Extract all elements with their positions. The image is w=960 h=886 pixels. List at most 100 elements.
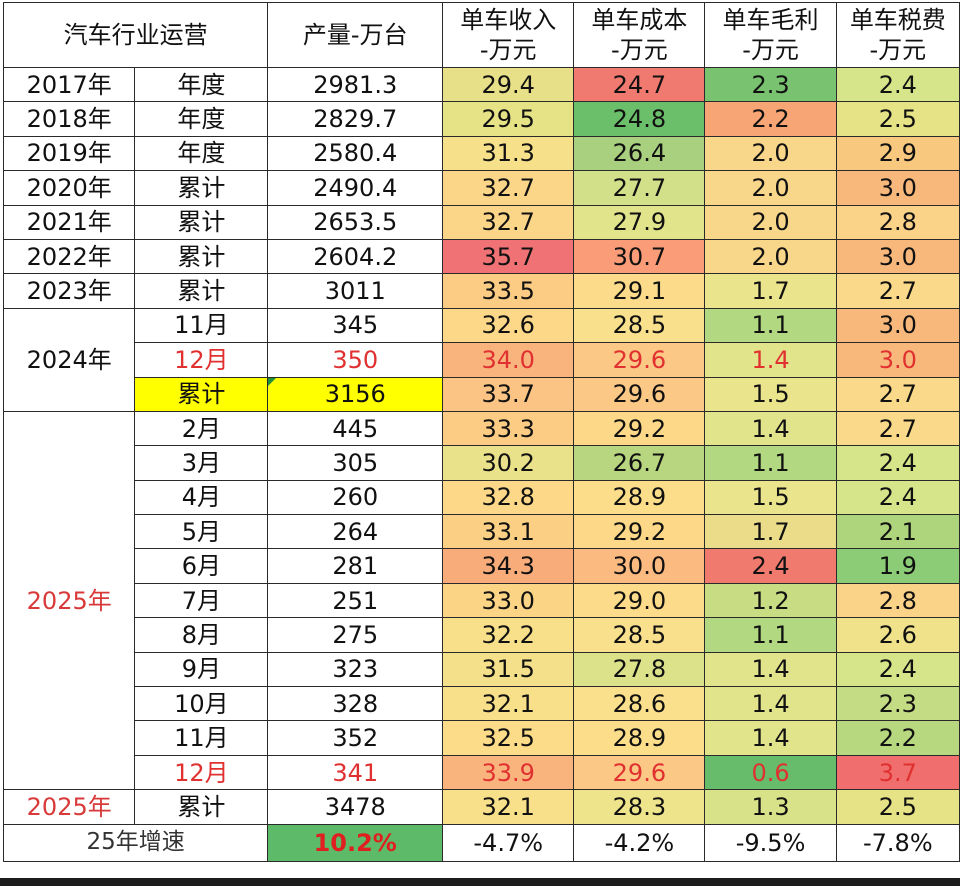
margin-cell: 2.0: [704, 170, 837, 206]
table-row: 累计 3156 33.7 29.6 1.5 2.7: [4, 376, 960, 412]
period-cell: 6月: [134, 548, 269, 584]
production-cell: 350: [267, 342, 444, 378]
period-cell: 累计: [134, 376, 269, 412]
margin-cell: 2.0: [704, 204, 837, 240]
period-cell: 累计: [134, 204, 269, 240]
growth-rev-cell: -4.7%: [442, 823, 575, 862]
margin-cell: 1.5: [704, 376, 837, 412]
table-row: 2018年 年度 2829.7 29.5 24.8 2.2 2.5: [2, 101, 960, 137]
table-row: 2024年 11月 345 32.6 28.5 1.1 3.0: [2, 307, 960, 412]
period-cell: 7月: [134, 582, 269, 619]
tax-cell: 2.5: [835, 101, 960, 137]
period-cell: 12月: [134, 342, 269, 378]
period-cell: 年度: [134, 66, 269, 103]
revenue-cell: 34.0: [442, 342, 575, 378]
period-cell: 11月: [134, 720, 269, 756]
production-cell: 2829.7: [267, 101, 444, 137]
revenue-cell: 30.2: [442, 445, 575, 481]
tax-cell: 2.8: [835, 204, 960, 240]
cost-cell: 29.1: [573, 273, 706, 309]
margin-cell: 1.3: [704, 789, 837, 825]
revenue-cell: 31.3: [442, 135, 575, 172]
margin-cell: 2.0: [704, 135, 837, 172]
revenue-cell: 32.8: [442, 479, 575, 516]
margin-cell: 2.4: [704, 548, 837, 584]
production-cell: 2653.5: [267, 204, 444, 240]
margin-cell: 2.0: [704, 238, 837, 275]
table-row: 2023年 累计 3011 33.5 29.1 1.7 2.7: [2, 273, 960, 309]
table-row: 3月 305 30.2 26.7 1.1 2.4: [4, 445, 960, 481]
year-cell: 2021年: [2, 204, 136, 240]
margin-cell: 1.5: [704, 479, 837, 516]
production-cell: 3011: [267, 273, 444, 309]
table-row: 2020年 累计 2490.4 32.7 27.7 2.0 3.0: [2, 170, 960, 206]
production-cell: 345: [267, 307, 444, 344]
tax-cell: 2.4: [835, 479, 960, 516]
revenue-cell: 33.0: [442, 582, 575, 619]
revenue-cell: 33.9: [442, 754, 575, 791]
revenue-cell: 33.3: [442, 410, 575, 447]
year-cell: 2023年: [2, 273, 136, 309]
revenue-cell: 32.2: [442, 617, 575, 653]
year-cell: 2020年: [2, 170, 136, 206]
production-cell: 2981.3: [267, 66, 444, 103]
revenue-cell: 34.3: [442, 548, 575, 584]
tax-cell: 2.7: [835, 376, 960, 412]
revenue-cell: 33.5: [442, 273, 575, 309]
cost-cell: 26.4: [573, 135, 706, 172]
production-cell: 352: [267, 720, 444, 756]
margin-cell: 1.4: [704, 342, 837, 378]
period-cell: 8月: [134, 617, 269, 653]
tax-cell: 2.7: [835, 410, 960, 447]
header-cost: 单车成本 -万元: [573, 2, 706, 68]
growth-tax-cell: -7.8%: [835, 823, 960, 862]
tax-cell: 1.9: [835, 548, 960, 584]
margin-cell: 1.1: [704, 617, 837, 653]
tax-cell: 2.4: [835, 445, 960, 481]
table-row: 2021年 累计 2653.5 32.7 27.9 2.0 2.8: [2, 204, 960, 240]
margin-cell: 1.4: [704, 686, 837, 722]
table-row: 11月 352 32.5 28.9 1.4 2.2: [4, 720, 960, 756]
margin-cell: 1.1: [704, 307, 837, 344]
revenue-cell: 31.5: [442, 651, 575, 688]
revenue-cell: 33.7: [442, 376, 575, 412]
tax-cell: 2.8: [835, 582, 960, 619]
production-cell: 3156: [267, 376, 444, 412]
margin-cell: 0.6: [704, 754, 837, 791]
cost-cell: 27.7: [573, 170, 706, 206]
table-row: 2019年 年度 2580.4 31.3 26.4 2.0 2.9: [2, 135, 960, 172]
year-cell: 2017年: [2, 66, 136, 103]
margin-cell: 1.7: [704, 273, 837, 309]
year-cell: 2018年: [2, 101, 136, 137]
cost-cell: 26.7: [573, 445, 706, 481]
production-cell: 328: [267, 686, 444, 722]
cost-cell: 29.6: [573, 376, 706, 412]
cost-cell: 28.3: [573, 789, 706, 825]
header-tax: 单车税费 -万元: [835, 2, 960, 68]
cost-cell: 29.2: [573, 514, 706, 550]
production-cell: 2490.4: [267, 170, 444, 206]
revenue-cell: 32.1: [442, 686, 575, 722]
cost-cell: 28.5: [573, 617, 706, 653]
revenue-cell: 32.1: [442, 789, 575, 825]
cost-cell: 29.6: [573, 754, 706, 791]
growth-cost-cell: -4.2%: [573, 823, 706, 862]
cost-cell: 28.5: [573, 307, 706, 344]
revenue-cell: 32.6: [442, 307, 575, 344]
period-cell: 年度: [134, 101, 269, 137]
production-cell: 3478: [267, 789, 444, 825]
revenue-cell: 35.7: [442, 238, 575, 275]
tax-cell: 3.0: [835, 342, 960, 378]
margin-cell: 1.4: [704, 651, 837, 688]
period-cell: 年度: [134, 135, 269, 172]
tax-cell: 2.1: [835, 514, 960, 550]
production-cell: 323: [267, 651, 444, 688]
margin-cell: 1.1: [704, 445, 837, 481]
header-row: 汽车行业运营 产量-万台 单车收入 -万元 单车成本 -万元 单车毛利 -万元 单车税…: [2, 2, 960, 68]
margin-cell: 2.3: [704, 66, 837, 103]
production-cell: 305: [267, 445, 444, 481]
period-cell: 5月: [134, 514, 269, 550]
period-cell: 11月: [134, 307, 269, 344]
year-cell: 2022年: [2, 238, 136, 275]
tax-cell: 2.4: [835, 651, 960, 688]
